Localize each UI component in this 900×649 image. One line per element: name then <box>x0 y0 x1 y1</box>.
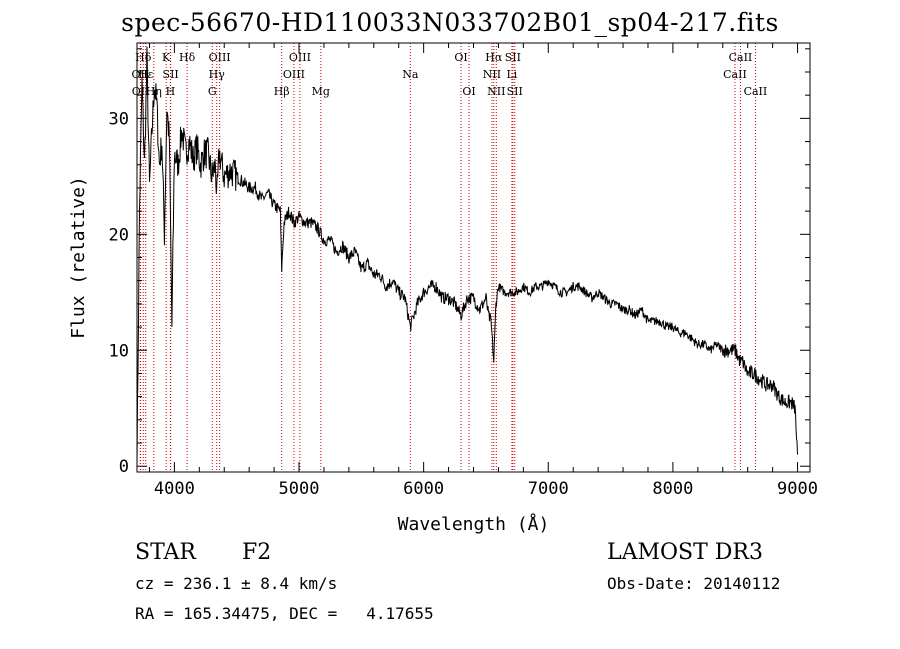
spectral-line-label: Hη <box>146 85 162 98</box>
spectral-line-label: Na <box>402 68 419 81</box>
object-class-label: STAR <box>135 540 196 565</box>
spectral-line-label: SII <box>163 68 179 81</box>
x-tick-label: 6000 <box>403 479 444 499</box>
object-subclass-label: F2 <box>242 540 272 565</box>
x-tick-label: 4000 <box>154 479 195 499</box>
spectral-line-label: Hδ <box>135 51 152 64</box>
spectral-line-label: OII <box>132 68 150 81</box>
spectral-line-label: CaII <box>723 68 747 81</box>
spectral-line-label: G <box>208 85 217 98</box>
spectral-line-label: NII <box>483 68 501 81</box>
ra-dec-text: RA = 165.34475, DEC = 4.17655 <box>135 604 434 623</box>
spectral-line-label: OIII <box>283 68 305 81</box>
spectral-line-label: SII <box>507 85 523 98</box>
spectral-line-label: Hα <box>485 51 503 64</box>
x-tick-label: 7000 <box>528 479 569 499</box>
redshift-text: cz = 236.1 ± 8.4 km/s <box>135 574 338 593</box>
spectral-line-label: OI <box>454 51 467 64</box>
plot-frame <box>136 42 811 473</box>
spectral-line-label: Hδ <box>179 51 196 64</box>
x-tick-label: 8000 <box>652 479 693 499</box>
spectral-line-label: Hε <box>138 68 154 81</box>
spectral-line-label: OII <box>132 85 150 98</box>
obs-date-text: Obs-Date: 20140112 <box>607 574 781 593</box>
spectral-line-label: CaII <box>744 85 768 98</box>
spectral-line-label: K <box>162 51 171 64</box>
y-tick-label: 30 <box>109 109 129 129</box>
spectral-line-label: CaII <box>729 51 753 64</box>
spectral-line-label: OIII <box>209 51 231 64</box>
spectral-line-label: H <box>166 85 176 98</box>
y-axis-label: Flux (relative) <box>68 176 89 339</box>
spectral-line-label: NII <box>487 85 505 98</box>
spectral-line-label: OIII <box>289 51 311 64</box>
y-tick-label: 10 <box>109 341 129 361</box>
survey-label: LAMOST DR3 <box>607 540 763 565</box>
spectral-line-label: OI <box>462 85 475 98</box>
chart-title: spec-56670-HD110033N033702B01_sp04-217.f… <box>121 8 779 37</box>
spectrum-line <box>136 46 798 467</box>
spectral-line-label: Hβ <box>274 85 290 98</box>
spectral-line-label: Hγ <box>209 68 226 81</box>
y-tick-label: 0 <box>119 457 129 477</box>
spectral-line-label: SII <box>505 51 521 64</box>
x-axis-label: Wavelength (Å) <box>398 513 550 535</box>
spectral-line-label: Li <box>506 68 517 81</box>
x-tick-label: 9000 <box>777 479 818 499</box>
x-tick-label: 5000 <box>279 479 320 499</box>
y-tick-label: 20 <box>109 225 129 245</box>
spectral-line-label: Mg <box>312 85 330 98</box>
